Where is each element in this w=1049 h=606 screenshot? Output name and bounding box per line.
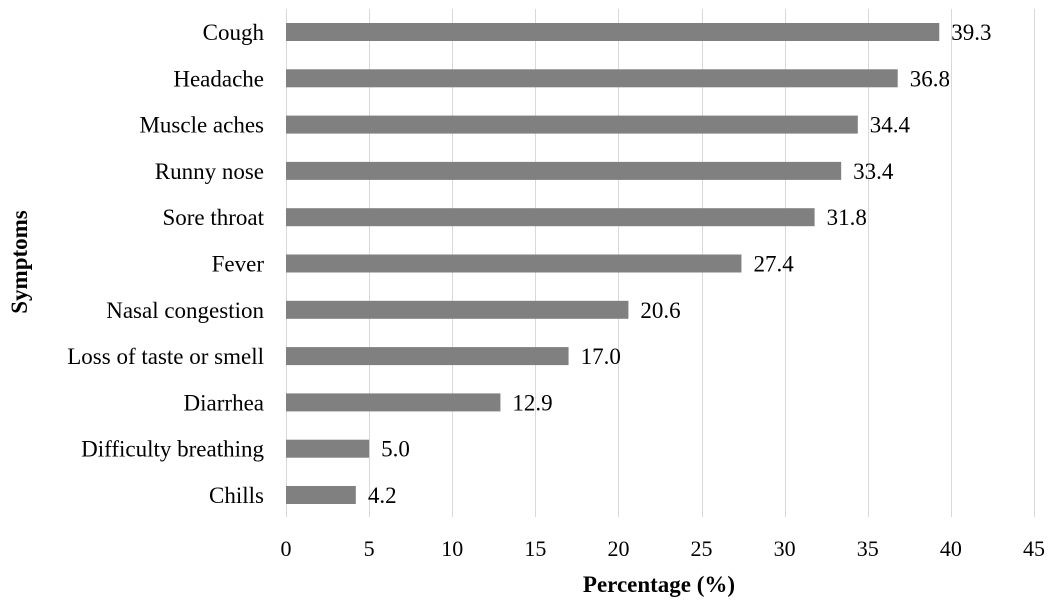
bar: [286, 486, 356, 504]
x-tick-label: 15: [524, 536, 546, 561]
bar: [286, 208, 815, 227]
value-label: 27.4: [753, 252, 794, 277]
category-labels: Cough Headache Muscle aches Runny nose Sore …: [67, 20, 264, 508]
x-tick-label: 20: [607, 536, 629, 561]
x-tick-label: 40: [940, 536, 962, 561]
x-tick-label: 25: [691, 536, 713, 561]
value-label: 33.4: [853, 159, 894, 184]
bar: [286, 69, 898, 88]
value-label: 20.6: [640, 298, 680, 323]
x-tick-label: 10: [441, 536, 463, 561]
category-label: Fever: [212, 252, 265, 277]
y-axis-title: Symptoms: [7, 210, 32, 314]
category-label: Nasal congestion: [106, 298, 264, 323]
category-label: Cough: [203, 20, 265, 45]
value-label: 36.8: [910, 66, 950, 91]
x-tick-label: 45: [1023, 536, 1045, 561]
category-label: Chills: [209, 483, 264, 508]
bar: [286, 393, 501, 412]
bars: [286, 23, 940, 504]
category-label: Difficulty breathing: [81, 437, 264, 462]
category-label: Headache: [173, 66, 264, 91]
x-tick-label: 30: [774, 536, 796, 561]
x-tick-label: 5: [364, 536, 375, 561]
value-label: 31.8: [827, 205, 867, 230]
bar: [286, 347, 569, 366]
category-label: Sore throat: [162, 205, 264, 230]
value-label: 34.4: [870, 113, 911, 138]
value-labels: 39.336.8 34.4 33.4 31.8 27.4 20.6 17.0 12.9 5.0 4…: [368, 20, 992, 508]
bar: [286, 115, 858, 134]
category-label: Diarrhea: [184, 390, 264, 415]
x-tick-label: 0: [281, 536, 292, 561]
bar: [286, 439, 370, 458]
bar: [286, 161, 842, 180]
category-label: Loss of taste or smell: [67, 344, 264, 369]
value-label: 12.9: [512, 390, 552, 415]
category-label: Runny nose: [155, 159, 264, 184]
category-label: Muscle aches: [139, 113, 264, 138]
value-label: 39.3: [951, 20, 991, 45]
x-axis-title: Percentage (%): [583, 572, 735, 597]
bar: [286, 254, 742, 273]
bar: [286, 300, 629, 319]
value-label: 4.2: [368, 483, 397, 508]
x-tick-label: 35: [857, 536, 879, 561]
x-tick-labels: 0 5 10 15 20 25 30 35 40 45: [281, 536, 1046, 561]
value-label: 17.0: [581, 344, 621, 369]
value-label: 5.0: [381, 437, 410, 462]
bar: [286, 23, 940, 41]
